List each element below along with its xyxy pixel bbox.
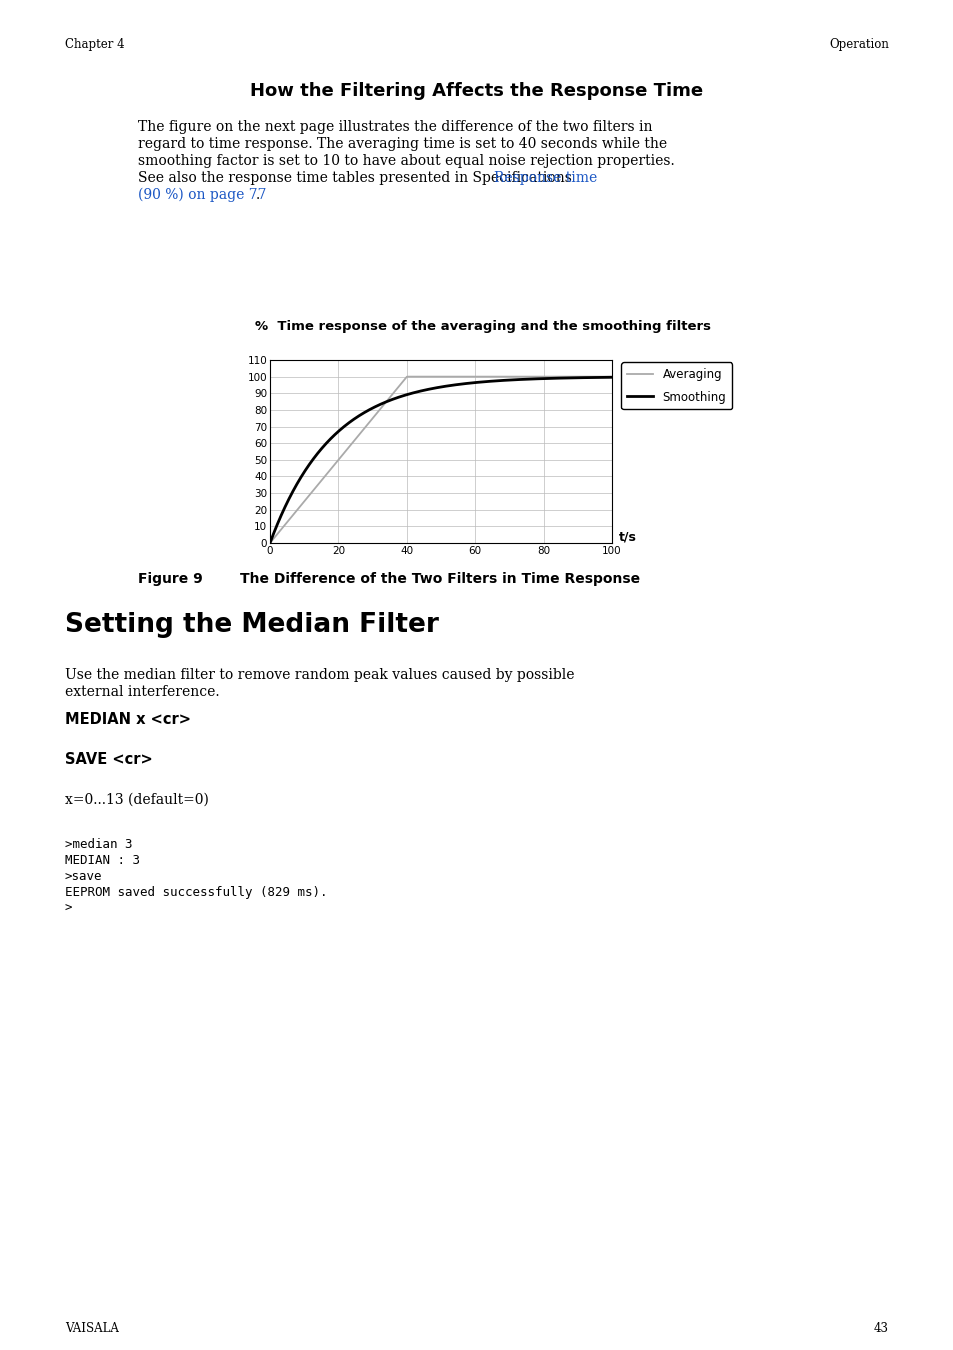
- Text: Figure 9: Figure 9: [138, 572, 203, 586]
- Text: The figure on the next page illustrates the difference of the two filters in: The figure on the next page illustrates …: [138, 120, 652, 134]
- Text: Chapter 4: Chapter 4: [65, 38, 125, 51]
- Legend: Averaging, Smoothing: Averaging, Smoothing: [620, 362, 732, 409]
- Text: external interference.: external interference.: [65, 684, 219, 699]
- Text: MEDIAN : 3: MEDIAN : 3: [65, 855, 140, 867]
- Text: EEPROM saved successfully (829 ms).: EEPROM saved successfully (829 ms).: [65, 886, 327, 899]
- Text: VAISALA: VAISALA: [65, 1322, 119, 1335]
- Text: %  Time response of the averaging and the smoothing filters: % Time response of the averaging and the…: [254, 320, 710, 333]
- Text: regard to time response. The averaging time is set to 40 seconds while the: regard to time response. The averaging t…: [138, 136, 666, 151]
- Text: (90 %) on page 77: (90 %) on page 77: [138, 188, 266, 202]
- Text: >: >: [65, 902, 72, 915]
- Text: Operation: Operation: [828, 38, 888, 51]
- Text: .: .: [255, 188, 260, 202]
- Text: Setting the Median Filter: Setting the Median Filter: [65, 612, 438, 639]
- Text: smoothing factor is set to 10 to have about equal noise rejection properties.: smoothing factor is set to 10 to have ab…: [138, 154, 674, 167]
- Text: >save: >save: [65, 869, 102, 883]
- Text: MEDIAN x <cr>: MEDIAN x <cr>: [65, 711, 191, 728]
- Text: 43: 43: [873, 1322, 888, 1335]
- Text: t/s: t/s: [618, 531, 636, 543]
- Text: See also the response time tables presented in Specifications: See also the response time tables presen…: [138, 171, 571, 185]
- Text: The Difference of the Two Filters in Time Response: The Difference of the Two Filters in Tim…: [240, 572, 639, 586]
- Text: Response time: Response time: [494, 171, 597, 185]
- Text: >median 3: >median 3: [65, 838, 132, 850]
- Text: x=0...13 (default=0): x=0...13 (default=0): [65, 792, 209, 807]
- Text: Use the median filter to remove random peak values caused by possible: Use the median filter to remove random p…: [65, 668, 574, 682]
- Text: SAVE <cr>: SAVE <cr>: [65, 752, 152, 767]
- Text: How the Filtering Affects the Response Time: How the Filtering Affects the Response T…: [251, 82, 702, 100]
